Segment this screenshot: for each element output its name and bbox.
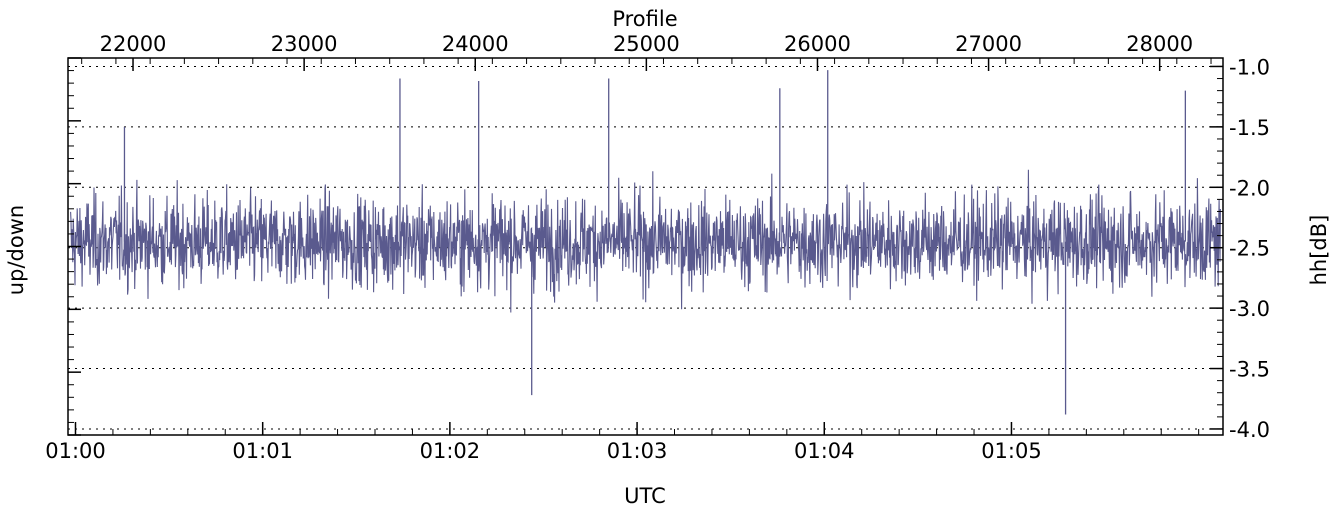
data-series bbox=[70, 70, 1221, 415]
right-tick-label: -1.0 bbox=[1229, 55, 1270, 79]
top-axis: 22000 23000 24000 25000 26000 27000 28000 bbox=[81, 32, 1212, 71]
top-tick-label: 27000 bbox=[955, 32, 1022, 56]
right-tick-label: -2.0 bbox=[1229, 176, 1270, 200]
bottom-tick-label: 01:03 bbox=[607, 439, 668, 463]
x-axis-title-top: Profile bbox=[612, 7, 677, 31]
y-axis-title-right: hh[dB] bbox=[1307, 215, 1331, 286]
right-tick-label: -3.5 bbox=[1229, 358, 1270, 382]
top-tick-label: 28000 bbox=[1126, 32, 1193, 56]
bottom-tick-label: 01:05 bbox=[981, 439, 1042, 463]
bottom-axis: 01:00 01:01 01:02 01:03 01:04 01:05 bbox=[45, 422, 1200, 463]
bottom-tick-label: 01:01 bbox=[232, 439, 293, 463]
top-tick-label: 24000 bbox=[442, 32, 509, 56]
series-line bbox=[70, 169, 1221, 313]
left-axis bbox=[68, 57, 81, 436]
top-tick-label: 26000 bbox=[784, 32, 851, 56]
top-tick-label: 23000 bbox=[271, 32, 338, 56]
right-tick-label: -4.0 bbox=[1229, 418, 1270, 442]
top-tick-label: 25000 bbox=[613, 32, 680, 56]
top-tick-label: 22000 bbox=[100, 32, 167, 56]
right-tick-label: -3.0 bbox=[1229, 297, 1270, 321]
x-axis-title-bottom: UTC bbox=[624, 484, 666, 508]
right-axis: -1.0 -1.5 -2.0 -2.5 -3.0 -3.5 -4.0 bbox=[1210, 55, 1270, 442]
bottom-tick-label: 01:00 bbox=[45, 439, 106, 463]
bottom-tick-label: 01:04 bbox=[794, 439, 855, 463]
right-tick-label: -2.5 bbox=[1229, 237, 1270, 261]
bottom-tick-label: 01:02 bbox=[420, 439, 481, 463]
y-axis-title-left: up/down bbox=[4, 205, 28, 295]
right-tick-label: -1.5 bbox=[1229, 116, 1270, 140]
